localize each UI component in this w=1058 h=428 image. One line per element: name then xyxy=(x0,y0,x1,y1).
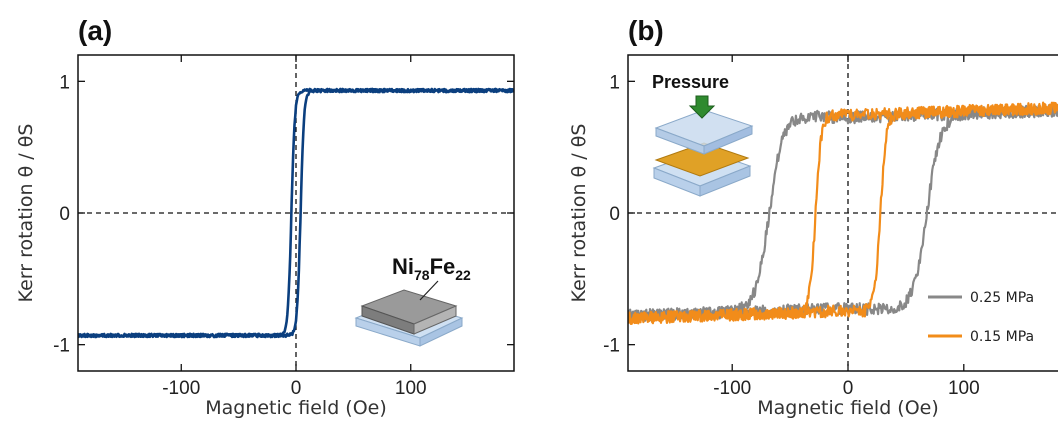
panel-b: (b) -100 0 100 -1 0 1 Magnetic field (Oe) Ker… xyxy=(568,15,1058,419)
panel-b-xlabel: Magnetic field (Oe) xyxy=(757,397,939,419)
panel-b-ticks: -100 0 100 -1 0 1 xyxy=(603,55,980,399)
panel-b-xtick-label: 0 xyxy=(843,378,854,399)
pressure-label: Pressure xyxy=(652,72,729,92)
panel-b-ytick-label: -1 xyxy=(603,336,620,357)
nife-composition-label: Ni78Fe22 xyxy=(392,254,471,283)
panel-b-xtick-label: 100 xyxy=(948,378,980,399)
legend-label-0.15mpa: 0.15 MPa xyxy=(970,329,1034,345)
panel-b-label: (b) xyxy=(628,15,664,46)
panel-b-series-0-down-branch xyxy=(628,104,1058,323)
panel-a-xtick-label: 0 xyxy=(291,378,302,399)
panel-a-xtick-label: 100 xyxy=(395,378,427,399)
legend-label-0.25mpa: 0.25 MPa xyxy=(970,290,1034,306)
nife-film-inset-icon xyxy=(354,280,464,347)
panel-a-label: (a) xyxy=(78,15,112,46)
legend: 0.25 MPa 0.15 MPa xyxy=(928,290,1034,345)
panel-a-ytick-label: 1 xyxy=(59,72,70,93)
panel-a-ticks: -100 0 100 -1 0 1 xyxy=(53,55,514,399)
panel-b-ylabel: Kerr rotation θ / θS xyxy=(568,124,590,303)
panel-a: (a) -100 0 100 -1 0 1 Magnetic field (Oe) Ker… xyxy=(15,15,515,419)
panel-a-plot-area xyxy=(78,55,514,371)
panel-b-ytick-label: 1 xyxy=(609,72,620,93)
panel-a-ytick-label: 0 xyxy=(59,204,70,225)
panel-a-xtick-label: -100 xyxy=(162,378,200,399)
panel-b-ytick-label: 0 xyxy=(609,204,620,225)
pressure-setup-inset-icon xyxy=(652,95,754,197)
panel-b-xtick-label: -100 xyxy=(713,378,751,399)
panel-a-ytick-label: -1 xyxy=(53,336,70,357)
panel-a-ylabel: Kerr rotation θ / θS xyxy=(15,124,37,303)
panel-b-series-1-down-branch xyxy=(628,101,1058,325)
panel-a-series-0-down-branch xyxy=(78,87,514,339)
panel-b-plot-area xyxy=(628,55,1058,371)
panel-a-xlabel: Magnetic field (Oe) xyxy=(205,397,387,419)
